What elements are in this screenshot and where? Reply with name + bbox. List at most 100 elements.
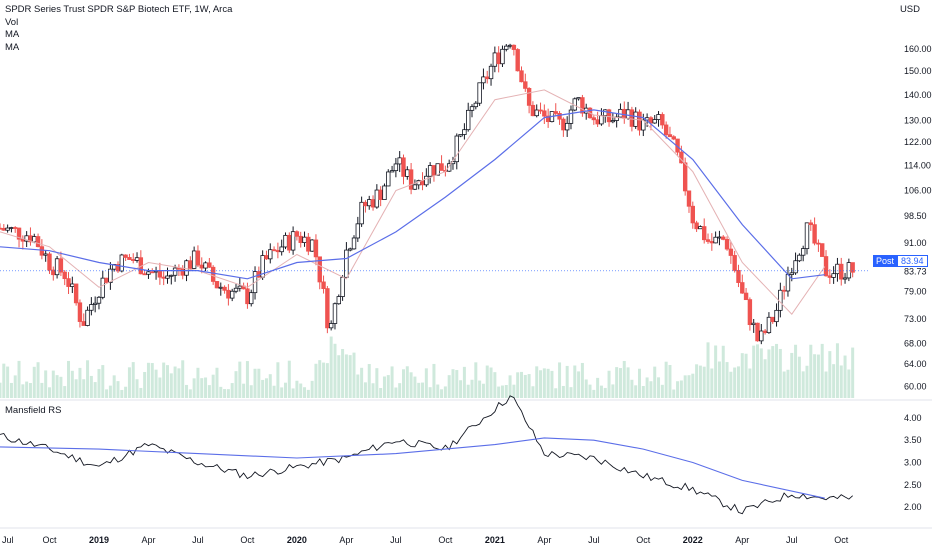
candle-body — [393, 163, 399, 172]
candle-body — [740, 282, 745, 294]
time-tick-label: Apr — [735, 535, 749, 545]
candle-body — [553, 111, 558, 114]
candle-body — [781, 289, 787, 292]
price-tick-label: 91.00 — [904, 238, 927, 248]
candle-body — [793, 260, 798, 274]
candle-body — [85, 309, 90, 326]
candle-body — [663, 124, 669, 136]
indicator-ma-2[interactable]: MA — [5, 41, 20, 53]
candle-body — [702, 226, 707, 241]
volume-bar — [44, 370, 48, 398]
volume-bar — [413, 376, 417, 398]
candle-body — [466, 109, 471, 131]
volume-bar — [733, 367, 737, 398]
volume-bar — [371, 383, 375, 398]
volume-bar — [847, 369, 851, 398]
volume-bar — [599, 385, 603, 398]
candle-body — [169, 274, 174, 277]
volume-bar — [299, 383, 303, 398]
time-tick-label: Oct — [240, 535, 255, 545]
candle-body — [542, 110, 547, 117]
volume-bar — [188, 389, 192, 398]
candle-body — [561, 118, 566, 131]
volume-bar — [428, 387, 432, 398]
candle-body — [165, 275, 170, 279]
volume-bar — [6, 366, 10, 398]
volume-bar — [13, 375, 17, 398]
candle-body — [698, 226, 703, 230]
volume-bar — [618, 368, 622, 398]
time-tick-label: 2021 — [485, 535, 505, 545]
candle-body — [743, 292, 749, 301]
candle-body — [576, 97, 581, 100]
volume-bar — [638, 368, 642, 398]
price-tick-label: 150.00 — [904, 66, 932, 76]
ma-short-line — [0, 89, 826, 315]
candle-body — [462, 129, 467, 135]
volume-bar — [767, 349, 771, 398]
volume-bar — [771, 346, 775, 398]
candle-body — [306, 236, 311, 252]
volume-bar — [382, 376, 386, 398]
candle-body — [816, 242, 821, 245]
candle-body — [473, 102, 479, 108]
candle-body — [336, 296, 341, 305]
volume-bar — [714, 345, 718, 398]
candle-body — [226, 289, 231, 299]
volume-bar — [226, 389, 230, 398]
volume-bar — [752, 345, 756, 398]
rs-panel-label[interactable]: Mansfield RS — [5, 405, 62, 416]
candle-body — [119, 254, 125, 272]
candle-body — [195, 250, 201, 266]
candle-body — [800, 248, 806, 256]
candle-body — [237, 285, 243, 289]
volume-bar — [333, 343, 337, 398]
volume-bar — [291, 388, 295, 398]
volume-bar — [493, 372, 497, 398]
candle-body — [568, 109, 574, 124]
volume-bar — [748, 368, 752, 398]
volume-bar — [687, 375, 691, 398]
volume-bar — [215, 367, 219, 398]
volume-bar — [287, 360, 291, 398]
candle-body — [207, 262, 212, 268]
volume-bar — [192, 378, 196, 398]
candle-body — [610, 120, 616, 123]
candle-body — [629, 109, 635, 127]
candle-body — [123, 254, 128, 258]
volume-bar — [607, 370, 611, 398]
candle-body — [351, 237, 357, 250]
indicator-vol[interactable]: Vol — [5, 16, 19, 28]
volume-bar — [539, 370, 543, 398]
candle-body — [332, 303, 338, 324]
volume-bar — [417, 382, 421, 398]
candle-body — [580, 97, 585, 114]
volume-bar — [851, 347, 855, 398]
candle-body — [359, 201, 364, 225]
price-tick-label: 68.00 — [904, 338, 927, 348]
candle-body — [751, 322, 756, 326]
volume-bar — [234, 371, 238, 398]
candle-body — [355, 223, 361, 239]
volume-bar — [55, 375, 59, 398]
rs-ma-line — [0, 437, 825, 499]
price-tick-label: 79.00 — [904, 287, 927, 297]
volume-bar — [462, 366, 466, 398]
candle-body — [32, 236, 37, 243]
candle-body — [1, 228, 7, 231]
volume-bar — [158, 377, 162, 398]
post-label: Post — [873, 255, 898, 267]
volume-bar — [839, 365, 843, 398]
post-value: 83.94 — [897, 255, 928, 267]
indicator-ma-1[interactable]: MA — [5, 29, 20, 40]
candle-body — [485, 76, 490, 80]
candle-body — [386, 171, 391, 187]
candle-body — [724, 238, 730, 250]
candle-body — [458, 134, 463, 137]
candle-body — [5, 227, 10, 231]
rs-tick-label: 4.00 — [904, 413, 922, 423]
candle-body — [222, 286, 227, 291]
volume-bar — [154, 369, 158, 398]
volume-bar — [782, 371, 786, 398]
